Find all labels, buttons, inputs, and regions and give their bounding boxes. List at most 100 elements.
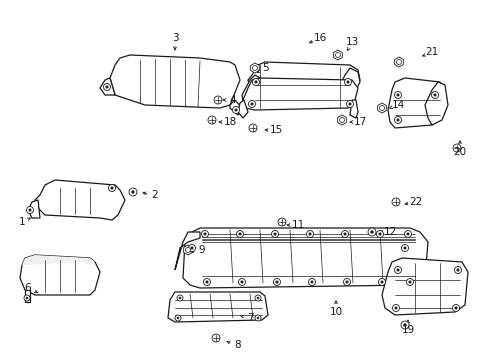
Polygon shape (183, 228, 428, 288)
Circle shape (204, 233, 206, 235)
Circle shape (206, 281, 208, 283)
Text: 20: 20 (453, 147, 466, 157)
Text: 15: 15 (270, 125, 283, 135)
Circle shape (378, 279, 386, 285)
Polygon shape (382, 258, 468, 315)
Circle shape (255, 315, 261, 321)
Circle shape (309, 233, 311, 235)
Circle shape (455, 266, 462, 274)
Circle shape (401, 321, 409, 329)
Circle shape (379, 233, 381, 235)
Circle shape (212, 334, 220, 342)
Polygon shape (248, 62, 360, 92)
Circle shape (404, 247, 406, 249)
Circle shape (309, 279, 316, 285)
Circle shape (432, 91, 439, 99)
Circle shape (26, 207, 33, 213)
Polygon shape (35, 180, 125, 220)
Circle shape (255, 295, 261, 301)
Polygon shape (243, 78, 358, 110)
Circle shape (379, 105, 385, 111)
Circle shape (455, 307, 457, 309)
Circle shape (179, 297, 181, 299)
Circle shape (186, 248, 191, 252)
Circle shape (241, 281, 243, 283)
Polygon shape (20, 255, 100, 295)
Circle shape (405, 230, 412, 238)
Polygon shape (251, 63, 259, 73)
Circle shape (257, 317, 259, 319)
Circle shape (407, 233, 409, 235)
Circle shape (407, 279, 414, 285)
Text: 22: 22 (409, 197, 423, 207)
Polygon shape (338, 115, 346, 125)
Text: 16: 16 (314, 33, 327, 43)
Text: 4: 4 (230, 95, 236, 105)
Circle shape (368, 228, 376, 236)
Circle shape (396, 59, 401, 64)
Circle shape (249, 124, 257, 132)
Circle shape (191, 247, 193, 249)
Text: 5: 5 (262, 63, 269, 73)
Polygon shape (110, 55, 240, 108)
Circle shape (237, 230, 244, 238)
Circle shape (257, 297, 259, 299)
Polygon shape (22, 255, 95, 265)
Circle shape (214, 96, 222, 104)
Circle shape (239, 233, 241, 235)
Polygon shape (238, 100, 248, 118)
Text: 14: 14 (392, 100, 405, 110)
Circle shape (208, 116, 216, 124)
Circle shape (394, 117, 401, 123)
Polygon shape (334, 50, 343, 60)
Text: 2: 2 (152, 190, 158, 200)
Polygon shape (28, 200, 40, 218)
Circle shape (271, 230, 278, 238)
Circle shape (381, 281, 383, 283)
Circle shape (232, 107, 240, 113)
Polygon shape (25, 290, 30, 302)
Circle shape (132, 190, 134, 193)
Circle shape (278, 218, 286, 226)
Circle shape (273, 279, 280, 285)
Circle shape (276, 281, 278, 283)
Circle shape (394, 266, 401, 274)
Circle shape (251, 103, 253, 105)
Circle shape (311, 281, 313, 283)
Circle shape (401, 244, 409, 252)
Circle shape (252, 66, 258, 71)
Polygon shape (184, 245, 193, 255)
Circle shape (392, 198, 400, 206)
Circle shape (201, 230, 209, 238)
Circle shape (175, 315, 181, 321)
Circle shape (344, 233, 346, 235)
Circle shape (349, 103, 351, 105)
Circle shape (29, 209, 31, 211)
Circle shape (394, 91, 401, 99)
Text: 9: 9 (198, 245, 205, 255)
Circle shape (457, 269, 459, 271)
Circle shape (346, 281, 348, 283)
Text: 3: 3 (172, 33, 178, 43)
Circle shape (404, 324, 406, 327)
Text: 7: 7 (246, 313, 253, 323)
Polygon shape (168, 292, 268, 322)
Circle shape (343, 279, 350, 285)
Circle shape (392, 305, 399, 311)
Polygon shape (230, 100, 242, 115)
Circle shape (24, 295, 30, 301)
Circle shape (129, 188, 137, 196)
Circle shape (177, 317, 179, 319)
Circle shape (108, 184, 116, 192)
Circle shape (239, 279, 245, 285)
Circle shape (376, 230, 384, 238)
Circle shape (452, 305, 460, 311)
Circle shape (453, 144, 461, 152)
Text: 17: 17 (353, 117, 367, 127)
Circle shape (346, 100, 353, 108)
Circle shape (344, 78, 351, 85)
Polygon shape (175, 232, 200, 270)
Circle shape (336, 53, 341, 58)
Polygon shape (340, 68, 360, 98)
Polygon shape (378, 103, 386, 113)
